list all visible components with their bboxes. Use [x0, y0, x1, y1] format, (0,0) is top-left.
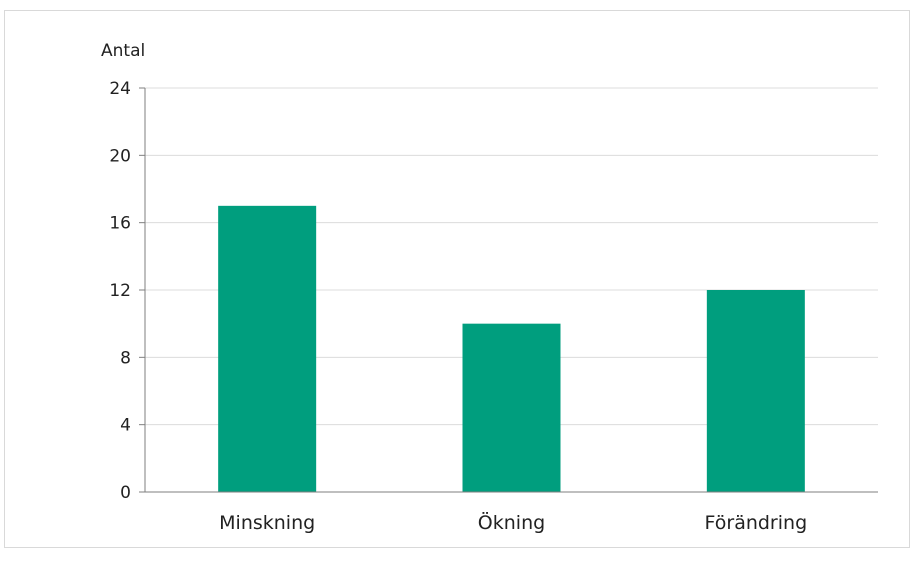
x-category-label: Ökning — [478, 511, 545, 534]
bar-3 — [706, 290, 805, 492]
x-category-label: Förändring — [705, 512, 808, 534]
y-tick-label: 8 — [120, 348, 131, 368]
y-tick-label: 24 — [109, 79, 131, 99]
y-axis-title: Antal — [101, 41, 145, 61]
bar-2 — [462, 323, 561, 492]
y-tick-label: 20 — [109, 146, 131, 166]
y-tick-label: 16 — [109, 214, 131, 234]
y-tick-label: 0 — [120, 483, 131, 503]
y-tick-label: 12 — [109, 281, 131, 301]
bar-1 — [218, 205, 317, 493]
bars — [218, 205, 805, 493]
y-axis-ticks: 0 4 8 12 16 20 24 — [109, 79, 145, 503]
x-axis-labels: Minskning Ökning Förändring — [219, 511, 807, 534]
y-tick-label: 4 — [120, 416, 131, 436]
x-category-label: Minskning — [219, 512, 315, 534]
